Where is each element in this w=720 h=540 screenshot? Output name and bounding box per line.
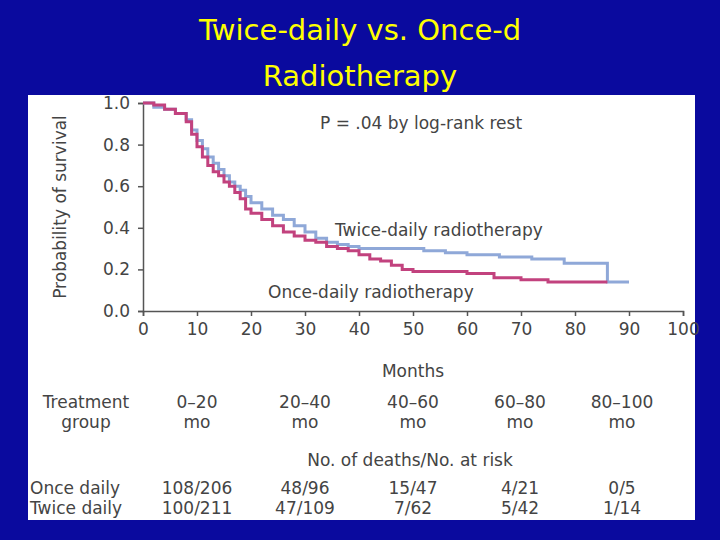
y-tick-label: 0.8 (103, 135, 130, 155)
column-header: mo (507, 412, 534, 432)
y-tick-mark (138, 228, 143, 230)
row-label: Once daily (30, 478, 120, 498)
x-tick-mark (467, 311, 469, 316)
y-tick: 0.8 (103, 135, 143, 155)
table-cell: 4/21 (501, 478, 539, 498)
x-tick-label: 80 (565, 319, 587, 339)
x-tick-mark (305, 311, 307, 316)
column-header: mo (292, 412, 319, 432)
x-tick: 10 (187, 311, 209, 339)
x-tick-label: 70 (511, 319, 533, 339)
table-cell: 1/14 (603, 498, 641, 518)
x-tick: 60 (457, 311, 479, 339)
x-tick: 0 (138, 311, 149, 339)
x-tick-mark (359, 311, 361, 316)
y-tick-label: 0.2 (103, 259, 130, 279)
x-tick-label: 10 (187, 319, 209, 339)
table-cell: 5/42 (501, 498, 539, 518)
column-header: 80–100 (591, 392, 654, 412)
plot-panel (28, 95, 695, 520)
survival-curve (143, 103, 607, 282)
column-header: 0–20 (177, 392, 218, 412)
x-tick: 40 (349, 311, 371, 339)
x-tick-label: 30 (295, 319, 317, 339)
x-tick-mark (575, 311, 577, 316)
y-tick-label: 0.4 (103, 218, 130, 238)
x-tick-label: 0 (138, 319, 149, 339)
x-tick-label: 50 (403, 319, 425, 339)
x-tick: 20 (241, 311, 263, 339)
y-tick-label: 0.0 (103, 301, 130, 321)
y-axis: 0.0 0.2 0.4 0.6 0.8 1.0 (103, 93, 144, 321)
chart-svg: Twice-daily vs. Once-d Radiotherapy 0 10 20 3… (0, 0, 720, 540)
x-tick-label: 100 (667, 319, 699, 339)
y-axis-line (138, 104, 144, 312)
table-header: Treatment (42, 392, 130, 412)
plot-area (143, 103, 629, 282)
survival-curve (143, 103, 629, 282)
background (0, 0, 720, 540)
x-tick: 30 (295, 311, 317, 339)
y-tick-label: 0.6 (103, 176, 130, 196)
column-header: mo (609, 412, 636, 432)
x-axis-line (144, 312, 684, 317)
row-label: Twice daily (29, 498, 122, 518)
y-tick: 0.2 (103, 259, 143, 279)
x-tick-label: 40 (349, 319, 371, 339)
table-cell: 100/211 (162, 498, 233, 518)
y-tick: 0.6 (103, 176, 143, 196)
x-tick-mark (251, 311, 253, 316)
y-tick-label: 1.0 (103, 93, 130, 113)
x-tick-label: 90 (619, 319, 641, 339)
column-header: 20–40 (279, 392, 331, 412)
table-cell: 108/206 (162, 478, 233, 498)
x-tick: 50 (403, 311, 425, 339)
x-tick: 100 (667, 311, 699, 339)
x-tick: 70 (511, 311, 533, 339)
table-cell: 7/62 (394, 498, 432, 518)
column-header: mo (184, 412, 211, 432)
table-subheader: No. of deaths/No. at risk (307, 450, 513, 470)
table-cell: 0/5 (608, 478, 635, 498)
column-header: 40–60 (387, 392, 439, 412)
table-header: group (61, 412, 110, 432)
column-header: 60–80 (494, 392, 546, 412)
x-tick-label: 60 (457, 319, 479, 339)
x-tick-mark (197, 311, 199, 316)
column-header: mo (400, 412, 427, 432)
y-tick-mark (138, 186, 143, 188)
x-tick-label: 20 (241, 319, 263, 339)
y-axis-title: Probability of survival (50, 115, 70, 299)
y-tick-mark (138, 103, 143, 105)
series-label: Once-daily radiotherapy (268, 282, 474, 302)
y-tick: 0.0 (103, 301, 143, 321)
x-tick-mark (413, 311, 415, 316)
x-tick-mark (521, 311, 523, 316)
x-axis-title: Months (382, 361, 444, 381)
table-cell: 15/47 (389, 478, 438, 498)
x-tick: 90 (619, 311, 641, 339)
y-tick-mark (138, 144, 143, 146)
annotation: P = .04 by log-rank rest (320, 113, 522, 133)
x-tick-mark (629, 311, 631, 316)
risk-table: Treatmentgroup0–20mo20–40mo40–60mo60–80m… (29, 392, 653, 518)
title: Radiotherapy (263, 59, 457, 93)
x-axis: 0 10 20 30 40 50 60 70 80 90 100 (138, 311, 700, 339)
x-tick-mark (683, 311, 685, 316)
y-tick: 1.0 (103, 93, 143, 113)
x-tick: 80 (565, 311, 587, 339)
table-cell: 47/109 (275, 498, 335, 518)
y-tick-mark (138, 269, 143, 271)
series-label: Twice-daily radiotherapy (334, 220, 543, 240)
table-cell: 48/96 (281, 478, 330, 498)
y-tick: 0.4 (103, 218, 143, 238)
y-tick-mark (138, 311, 143, 313)
title: Twice-daily vs. Once-d (198, 13, 521, 47)
